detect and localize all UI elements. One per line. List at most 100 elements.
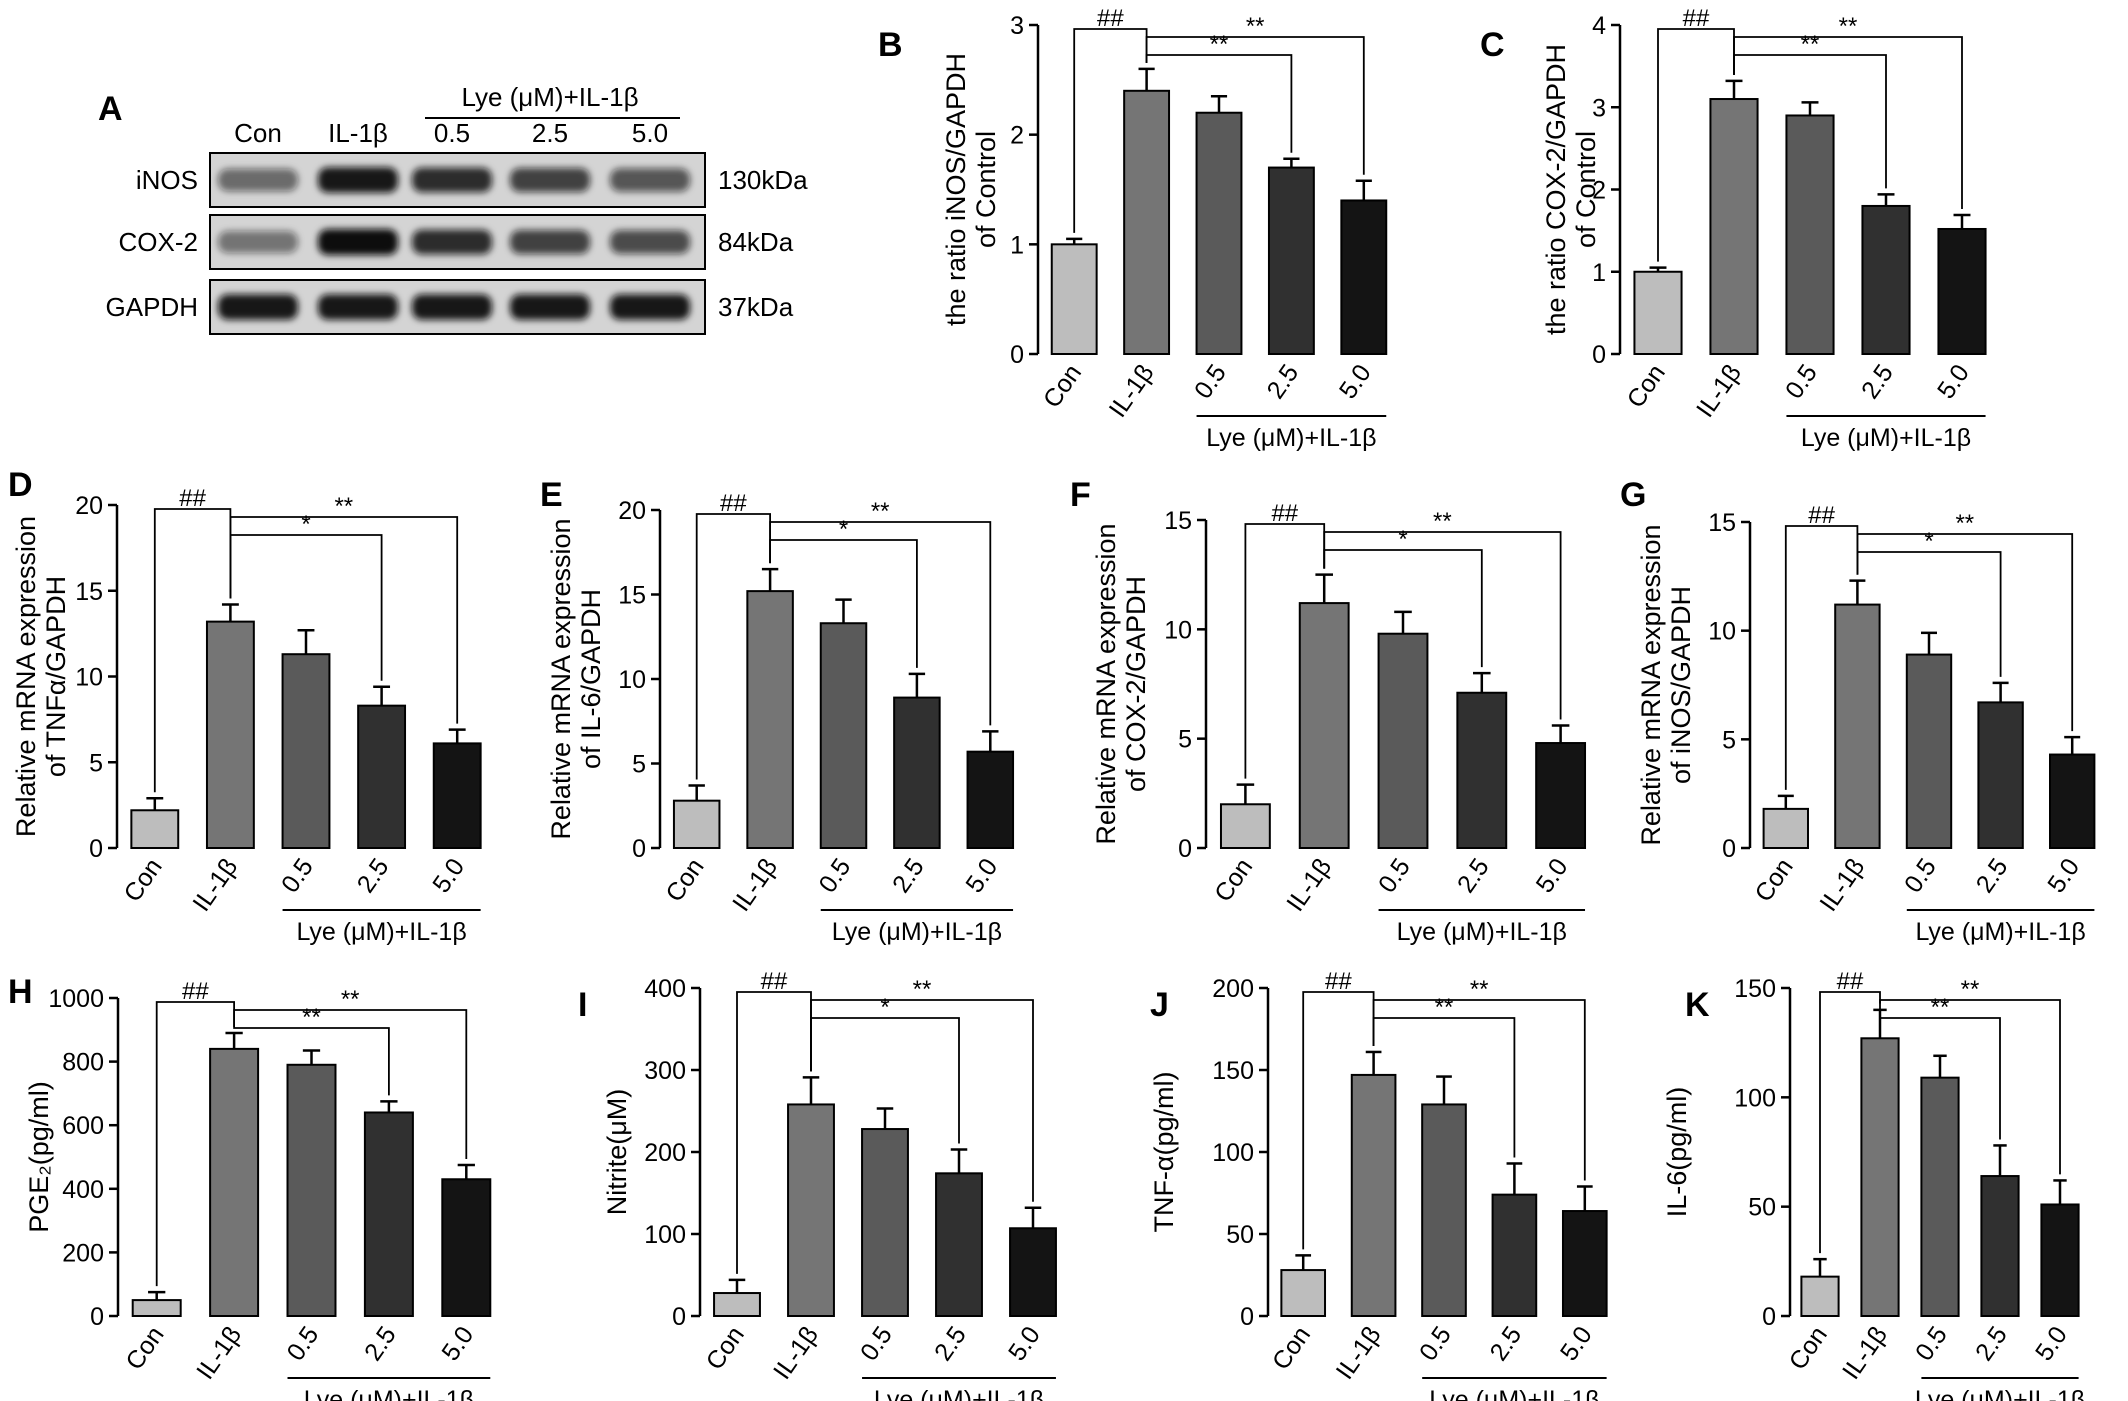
x-tick-label: IL-1β [1837, 1321, 1893, 1384]
y-axis-label: of iNOS/GAPDH [1666, 586, 1696, 784]
significance-line [1856, 533, 2074, 732]
y-axis-label: of COX-2/GAPDH [1121, 576, 1151, 792]
significance-label: ## [1808, 502, 1835, 529]
x-tick-label: Con [1038, 359, 1087, 413]
bar-5-0 [1937, 227, 1987, 355]
x-tick-label: 2.5 [1261, 359, 1304, 404]
blot-size-label: 84kDa [718, 227, 794, 257]
significance-label: ** [1435, 994, 1454, 1021]
y-tick-label: 50 [1748, 1194, 1776, 1222]
bar-0-5 [1920, 1076, 1960, 1317]
bar-2-5 [1456, 691, 1508, 849]
x-tick-label: Con [1784, 1321, 1833, 1375]
bar-chart-e: E 0 5 10 15 20 Relative mRNA expression of IL-6… [540, 476, 1015, 946]
significance-label: ** [1801, 31, 1820, 58]
x-tick-label: 2.5 [352, 853, 395, 898]
bar-0-5 [1905, 653, 1953, 849]
bar-con [1800, 1275, 1840, 1318]
significance-line [1145, 36, 1365, 175]
bar-il-1 [1123, 89, 1171, 356]
panel-letter-a: A [98, 90, 123, 128]
blot-protein-label: iNOS [136, 165, 198, 195]
significance-label: ** [913, 976, 932, 1003]
blot-band [318, 167, 398, 193]
significance-label: ## [1097, 5, 1124, 32]
x-tick-label: Con [1267, 1321, 1316, 1375]
blot-band [218, 231, 298, 253]
y-tick-label: 100 [1212, 1139, 1254, 1167]
y-axis-label: Relative mRNA expression [11, 516, 41, 837]
x-tick-label: 0.5 [1373, 853, 1416, 898]
panel-letter-h: H [8, 973, 33, 1011]
western-blot-panel: A Lye (μM)+IL-1β Con IL-1β 0.5 2.5 5.0 i… [98, 82, 808, 335]
blot-protein-label: GAPDH [106, 292, 198, 322]
blot-band [510, 168, 590, 192]
y-tick-label: 4 [1592, 12, 1606, 40]
y-tick-label: 1 [1010, 231, 1024, 259]
bar-0-5 [1377, 632, 1429, 849]
y-tick-label: 800 [62, 1049, 104, 1077]
bar-chart-c: C 0 1 2 3 4 the ratio COX-2/GAPDH of Control Con… [1480, 5, 1987, 452]
significance-label: ** [1210, 31, 1229, 58]
y-tick-label: 15 [75, 578, 103, 606]
y-axis-label: of Control [1571, 131, 1601, 248]
significance-label: ** [341, 986, 360, 1013]
y-axis-label: of TNFα/GAPDH [41, 576, 71, 777]
blot-row-cox-2: COX-2 84kDa [119, 214, 794, 270]
x-tick-label: 5.0 [1531, 853, 1574, 898]
x-tick-label: Con [1209, 853, 1258, 907]
blot-band [218, 168, 298, 192]
significance-line [1879, 1003, 2001, 1140]
significance-bracket: ** [1733, 13, 1963, 209]
x-tick-label: Con [120, 1321, 169, 1375]
y-tick-label: 0 [1010, 341, 1024, 369]
bar-5-0 [1535, 742, 1587, 849]
blot-band [510, 294, 590, 320]
bar-il-1 [1709, 98, 1759, 356]
significance-label: ** [1961, 976, 1980, 1003]
y-tick-label: 100 [644, 1221, 686, 1249]
x-tick-label: 0.5 [1899, 853, 1942, 898]
significance-bracket: ** [233, 986, 468, 1159]
significance-line [1879, 999, 2061, 1175]
x-tick-label: 0.5 [1780, 359, 1823, 404]
x-tick-label: IL-1β [1331, 1321, 1387, 1384]
lane-label-5-0: 5.0 [632, 118, 668, 148]
lane-label-con: Con [234, 118, 282, 148]
y-tick-label: 3 [1592, 94, 1606, 122]
y-tick-label: 1000 [48, 985, 104, 1013]
bar-5-0 [1561, 1210, 1608, 1318]
bar-2-5 [1491, 1193, 1538, 1318]
bar-il-1 [787, 1103, 835, 1317]
y-tick-label: 2 [1010, 122, 1024, 150]
x-tick-label: 0.5 [1414, 1321, 1457, 1366]
x-tick-label: 2.5 [1971, 853, 2014, 898]
x-tick-label: 0.5 [855, 1321, 898, 1366]
panel-letter-c: C [1480, 26, 1505, 64]
significance-label: ** [1433, 508, 1452, 535]
y-tick-label: 0 [90, 1303, 104, 1331]
significance-bracket: ** [229, 493, 459, 724]
bar-chart-h: H 0 200 400 600 800 1000 PGE₂(pg/ml) Con IL-1β 0.5… [8, 973, 492, 1401]
bar-0-5 [1195, 111, 1243, 355]
bar-chart-k: K 0 50 100 150 IL-6(pg/ml) Con IL-1β 0.5 2.5 5.0 Ly… [1662, 968, 2085, 1401]
x-tick-label: 0.5 [276, 853, 319, 898]
blot-size-label: 37kDa [718, 292, 794, 322]
bar-5-0 [432, 742, 482, 850]
y-tick-label: 10 [1164, 616, 1192, 644]
panel-letter-b: B [878, 26, 903, 64]
blot-size-label: 130kDa [718, 165, 808, 195]
bar-2-5 [1977, 701, 2024, 849]
group-label: Lye (μM)+IL-1β [1801, 424, 1971, 452]
bar-chart-f: F 0 5 10 15 Relative mRNA expression of COX-2/… [1070, 476, 1587, 946]
bar-chart-i: I 0 100 200 300 400 Nitrite(μM) Con IL-1β 0.5 2.5 5… [578, 968, 1057, 1401]
significance-line [233, 1026, 390, 1096]
x-tick-label: IL-1β [1691, 359, 1747, 422]
x-tick-label: 5.0 [1555, 1321, 1598, 1366]
bar-5-0 [1340, 199, 1388, 355]
significance-bracket: ** [1372, 976, 1586, 1181]
bar-con [1050, 243, 1098, 355]
y-tick-label: 150 [1212, 1057, 1254, 1085]
